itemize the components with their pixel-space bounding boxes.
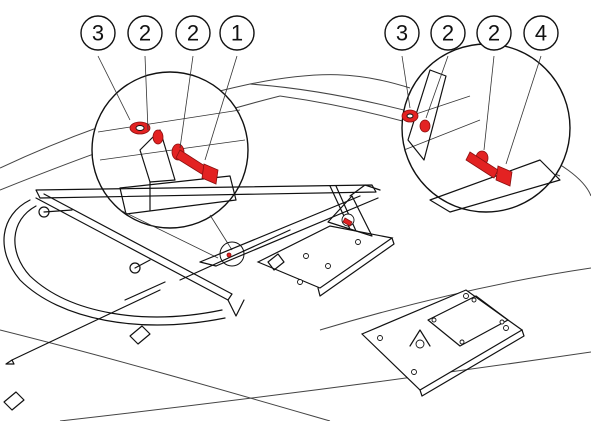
- callout-3-right: 3: [384, 15, 420, 51]
- callout-label: 3: [396, 21, 408, 46]
- callout-label: 2: [442, 21, 454, 46]
- callout-label: 1: [231, 21, 243, 46]
- callout-label: 2: [488, 21, 500, 46]
- left-detail-washer-a: [152, 129, 164, 145]
- callout-2-left-b: 2: [175, 15, 211, 51]
- callout-2-right-a: 2: [430, 15, 466, 51]
- left-detail-bushing: [129, 121, 151, 135]
- callout-label: 2: [187, 21, 199, 46]
- rail-clamps: [3, 253, 285, 411]
- deck-plate: [360, 289, 525, 397]
- rail-frame: [3, 184, 381, 365]
- callout-label: 3: [92, 21, 104, 46]
- right-detail-washer-a: [419, 119, 431, 133]
- callout-1: 1: [219, 15, 255, 51]
- callout-3-left: 3: [80, 15, 116, 51]
- center-mount-plate: [256, 195, 395, 297]
- right-detail-bolt: [465, 151, 513, 187]
- left-detail-bolt: [175, 149, 219, 185]
- callout-label: 4: [535, 21, 547, 46]
- callout-2-left-a: 2: [127, 15, 163, 51]
- callout-2-right-b: 2: [476, 15, 512, 51]
- rail-joint-detail: [219, 241, 245, 267]
- callout-label: 2: [139, 21, 151, 46]
- callout-4: 4: [523, 15, 559, 51]
- leader-lines: [97, 55, 542, 259]
- right-detail-bushing: [401, 109, 419, 123]
